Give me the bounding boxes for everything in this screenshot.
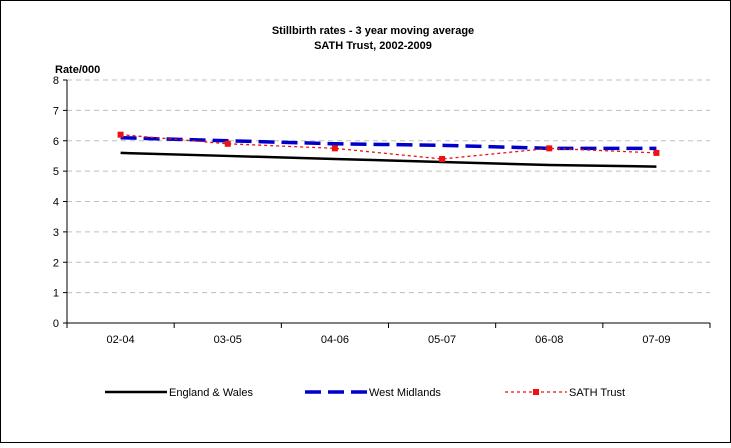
- y-tick-label: 2: [53, 257, 59, 269]
- x-tick-label: 07-09: [642, 334, 670, 346]
- y-tick-label: 3: [53, 227, 59, 239]
- legend-label-2: SATH Trust: [569, 387, 625, 399]
- series-line-1: [120, 135, 657, 151]
- y-tick-label: 5: [53, 166, 59, 178]
- y-tick-label: 0: [53, 318, 59, 330]
- x-tick-label: 03-05: [214, 334, 242, 346]
- x-tick-label: 06-08: [535, 334, 563, 346]
- data-point-marker: [546, 145, 553, 152]
- chart-subtitle: SATH Trust, 2002-2009: [314, 40, 432, 52]
- y-tick-label: 4: [53, 197, 59, 209]
- data-point-marker: [653, 149, 660, 156]
- y-tick-label: 1: [53, 288, 59, 300]
- legend-marker: [533, 389, 539, 395]
- legend: England & Wales West Midlands SATH Trust: [105, 387, 625, 399]
- x-tick-label: 05-07: [428, 334, 456, 346]
- gridlines: [67, 79, 710, 294]
- x-tick-label: 02-04: [107, 334, 135, 346]
- legend-label-0: England & Wales: [169, 387, 253, 399]
- data-point-marker: [117, 131, 124, 138]
- legend-label-1: West Midlands: [369, 387, 441, 399]
- chart-title: Stillbirth rates - 3 year moving average: [272, 25, 474, 37]
- y-axis-label: Rate/000: [55, 64, 100, 76]
- series-lines: [117, 131, 660, 168]
- axes: 0 1 2 3 4 5 6 7 8 02-04 03-05 04-06 05-07 06-08 07-09: [53, 75, 711, 346]
- y-tick-label: 6: [53, 136, 59, 148]
- y-tick-label: 8: [53, 75, 59, 87]
- data-point-marker: [439, 155, 446, 162]
- series-line-0: [120, 151, 657, 168]
- data-point-marker: [331, 145, 338, 152]
- y-tick-label: 7: [53, 105, 59, 117]
- x-tick-label: 04-06: [321, 334, 349, 346]
- data-point-marker: [224, 140, 231, 147]
